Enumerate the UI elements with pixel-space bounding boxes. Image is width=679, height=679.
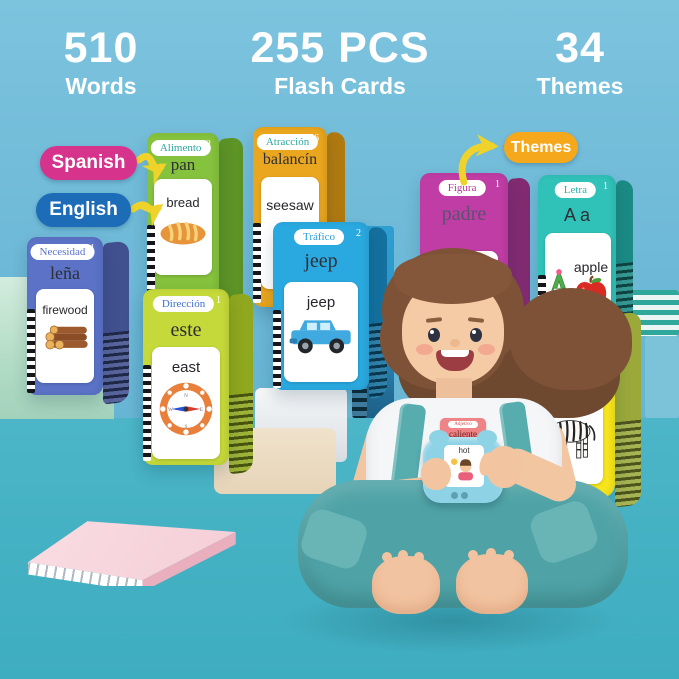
card-theme-pill: Letra bbox=[554, 182, 596, 198]
letra-right-column: apple bbox=[573, 257, 609, 311]
card-word-spanish: Cebra bbox=[537, 342, 593, 367]
card-binding bbox=[253, 223, 261, 303]
spanish-callout-pill: Spanish bbox=[40, 146, 137, 180]
jeep-icon bbox=[289, 320, 351, 354]
themes-callout-pill: Themes bbox=[504, 132, 578, 163]
card-word-spanish: este bbox=[170, 319, 202, 341]
stat-flash-cards-label: Flash Cards bbox=[274, 73, 406, 99]
card-stack-edge bbox=[229, 392, 253, 475]
card-binding bbox=[538, 275, 546, 320]
card-theme-pill: Figura bbox=[438, 180, 486, 196]
svg-text:N: N bbox=[184, 393, 188, 399]
card-word-spanish: jeep bbox=[304, 250, 338, 272]
card-count: 1 bbox=[495, 179, 500, 190]
toddler-left-hand bbox=[421, 458, 451, 490]
card-theme-pill: Alimento bbox=[150, 140, 211, 156]
device-button bbox=[451, 492, 458, 499]
toddler-eye bbox=[470, 328, 482, 342]
card-word-english: east bbox=[171, 359, 201, 376]
flashcard-trafico: 2 Tráfico jeep jeep bbox=[273, 222, 387, 399]
device-ear bbox=[429, 430, 449, 446]
card-theme-pill: Dirección bbox=[152, 296, 215, 312]
card-binding bbox=[27, 309, 35, 393]
stat-flash-cards: 255 PCS Flash Cards bbox=[225, 24, 455, 100]
talking-flashcard-device: hot bbox=[423, 430, 503, 503]
card-deck bbox=[28, 514, 240, 586]
stat-words-label: Words bbox=[65, 73, 137, 99]
device-screen-word: hot bbox=[458, 446, 470, 455]
svg-text:E: E bbox=[200, 407, 204, 413]
card-word-english: apple bbox=[573, 259, 609, 275]
toddler-foot bbox=[456, 548, 528, 614]
flashcard-letra: 1 Letra A a apple bbox=[538, 175, 633, 329]
card-theme-pill: Atracción bbox=[256, 134, 319, 150]
card-inner-panel: jeep bbox=[284, 282, 358, 382]
stat-words: 510 Words bbox=[36, 24, 166, 100]
toddler-foot bbox=[372, 550, 440, 614]
device-button bbox=[461, 492, 468, 499]
card-word-spanish: pan bbox=[170, 155, 196, 174]
card-count: 30 bbox=[597, 314, 607, 325]
card-stack-edge bbox=[103, 330, 129, 405]
card-theme-pill: Animal bbox=[533, 315, 592, 331]
apple-icon bbox=[575, 275, 607, 309]
compass-icon: N S W E bbox=[159, 382, 213, 436]
card-count: 2 bbox=[356, 228, 361, 239]
card-front: 1 Dirección este east N S W E bbox=[143, 289, 229, 465]
card-theme-pill: Necesidad bbox=[30, 244, 95, 260]
card-word-english: jeep bbox=[306, 294, 336, 311]
toddler-eye bbox=[428, 328, 440, 342]
card-theme-pill: Tráfico bbox=[294, 229, 344, 245]
stat-flash-cards-value: 255 PCS bbox=[250, 24, 430, 72]
card-binding bbox=[143, 365, 151, 461]
card-front: 2 Tráfico jeep jeep bbox=[273, 222, 369, 390]
letter-a-craft-icon bbox=[548, 268, 570, 299]
device-card-window: hot bbox=[444, 445, 484, 487]
card-inner-panel: firewood bbox=[36, 289, 94, 383]
card-inner-panel: bread bbox=[154, 179, 212, 275]
card-word-spanish: balancín bbox=[262, 151, 318, 168]
toddler-bangs bbox=[394, 254, 512, 304]
card-word-spanish: A a bbox=[563, 205, 591, 225]
card-front: 1 Letra A a apple bbox=[538, 175, 616, 327]
card-inner-panel: east N S W E bbox=[152, 347, 220, 459]
card-word-english: bread bbox=[166, 195, 200, 210]
card-word-english: firewood bbox=[42, 303, 88, 317]
svg-text:W: W bbox=[168, 407, 174, 413]
card-word-spanish: leña bbox=[50, 263, 80, 283]
card-side bbox=[229, 292, 253, 475]
toddler-smile bbox=[436, 350, 474, 371]
device-card-illustration bbox=[451, 458, 473, 481]
english-callout-pill: English bbox=[36, 193, 131, 227]
card-front: 1 Necesidad leña firewood bbox=[27, 237, 103, 395]
flashcard-necesidad: 1 Necesidad leña firewood bbox=[27, 237, 129, 405]
stat-themes-label: Themes bbox=[536, 73, 624, 99]
firewood-icon bbox=[45, 325, 88, 350]
stat-themes: 34 Themes bbox=[515, 24, 645, 100]
device-ear bbox=[477, 430, 497, 446]
card-count: 1 bbox=[603, 181, 608, 192]
bread-icon bbox=[160, 222, 206, 245]
stat-themes-value: 34 bbox=[555, 24, 605, 72]
device-card-theme-pill: Adjetivo bbox=[448, 421, 478, 428]
card-count: 1 bbox=[216, 295, 221, 306]
card-word-english: seesaw bbox=[266, 197, 314, 213]
svg-text:S: S bbox=[184, 424, 187, 430]
device-card-word: caliente bbox=[449, 429, 477, 439]
card-word-english: zebra bbox=[546, 392, 584, 409]
card-side bbox=[103, 240, 129, 405]
card-binding bbox=[273, 310, 281, 388]
flashcard-direccion: 1 Dirección este east N S W E bbox=[143, 289, 253, 475]
stat-words-value: 510 bbox=[63, 24, 139, 72]
right-blue-block bbox=[645, 336, 679, 418]
card-word-spanish: padre bbox=[441, 203, 487, 225]
